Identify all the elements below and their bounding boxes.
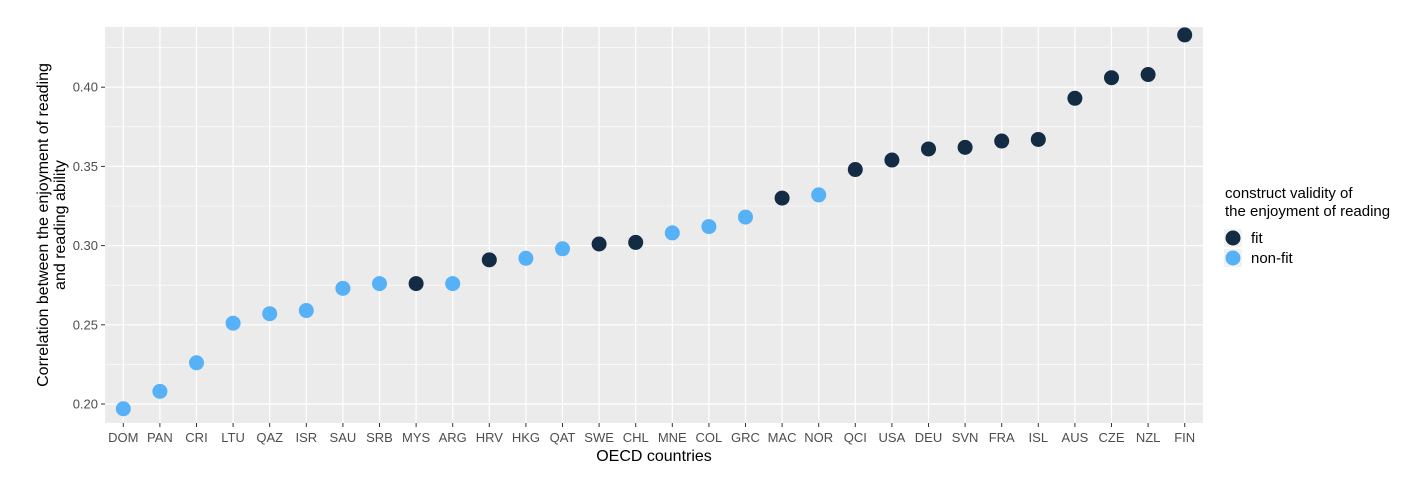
x-tick-label-mac: MAC: [768, 430, 797, 445]
x-tick-label-hrv: HRV: [476, 430, 504, 445]
x-tick-label-fin: FIN: [1174, 430, 1195, 445]
data-point-mac: [774, 190, 790, 206]
x-tick-label-deu: DEU: [915, 430, 942, 445]
x-tick-label-qat: QAT: [550, 430, 576, 445]
data-point-pan: [152, 383, 168, 399]
data-point-qci: [847, 162, 863, 178]
legend-title-line: the enjoyment of reading: [1225, 203, 1390, 220]
x-tick-label-col: COL: [696, 430, 723, 445]
y-axis-title-line: Correlation between the enjoyment of rea…: [35, 63, 52, 387]
data-point-hrv: [481, 252, 497, 268]
legend-label-non-fit: non-fit: [1251, 250, 1294, 267]
x-tick-label-nzl: NZL: [1136, 430, 1161, 445]
data-point-cri: [189, 355, 204, 371]
data-point-usa: [884, 152, 900, 168]
data-point-srb: [372, 276, 387, 292]
grid-lines: [105, 27, 1203, 423]
y-tick-label: 0.20: [73, 396, 98, 411]
data-points: [115, 27, 1193, 417]
data-point-qaz: [262, 306, 278, 322]
data-point-mne: [664, 225, 680, 241]
data-point-qat: [555, 241, 570, 257]
legend-label-fit: fit: [1251, 230, 1264, 247]
data-point-fra: [994, 133, 1010, 149]
data-point-mys: [408, 276, 424, 292]
x-tick-label-isr: ISR: [295, 430, 317, 445]
x-tick-label-hkg: HKG: [512, 430, 540, 445]
x-tick-label-isl: ISL: [1029, 430, 1049, 445]
data-point-sau: [335, 280, 351, 296]
y-tick-label: 0.40: [73, 80, 98, 95]
legend-key-non-fit: [1225, 250, 1241, 266]
data-point-svn: [957, 139, 973, 155]
y-axis-title: Correlation between the enjoyment of rea…: [35, 63, 69, 387]
y-axis: 0.20 0.25 0.30 0.35 0.40: [73, 80, 105, 411]
x-tick-label-usa: USA: [879, 430, 906, 445]
x-tick-label-svn: SVN: [952, 430, 979, 445]
x-tick-label-srb: SRB: [366, 430, 393, 445]
x-tick-label-qaz: QAZ: [256, 430, 283, 445]
x-tick-label-grc: GRC: [731, 430, 760, 445]
x-tick-label-nor: NOR: [804, 430, 833, 445]
data-point-swe: [591, 236, 607, 252]
data-point-col: [701, 219, 717, 235]
data-point-ltu: [225, 315, 241, 331]
data-point-nzl: [1140, 67, 1156, 83]
x-tick-label-cze: CZE: [1099, 430, 1125, 445]
x-axis: DOM PAN CRI LTU QAZ ISR SAU SRB MYS ARG HRV HKG QAT S…: [108, 423, 1195, 445]
data-point-isl: [1030, 131, 1046, 147]
data-point-chl: [628, 234, 644, 250]
data-point-nor: [811, 187, 827, 203]
x-tick-label-arg: ARG: [439, 430, 467, 445]
data-point-cze: [1104, 70, 1119, 86]
x-tick-label-aus: AUS: [1062, 430, 1089, 445]
x-tick-label-qci: QCI: [844, 430, 867, 445]
data-point-deu: [921, 141, 936, 157]
x-tick-label-mne: MNE: [658, 430, 687, 445]
x-tick-label-cri: CRI: [185, 430, 207, 445]
y-tick-label: 0.30: [73, 238, 98, 253]
y-tick-label: 0.25: [73, 317, 98, 332]
data-point-grc: [738, 209, 753, 225]
y-axis-title-line: and reading ability: [52, 160, 69, 290]
data-point-hkg: [518, 250, 534, 266]
data-point-fin: [1177, 27, 1193, 43]
x-tick-label-pan: PAN: [147, 430, 173, 445]
x-tick-label-ltu: LTU: [221, 430, 245, 445]
x-axis-title: OECD countries: [596, 448, 712, 465]
plot-panel: [105, 27, 1203, 423]
data-point-arg: [445, 276, 461, 292]
legend-key-fit: [1225, 230, 1241, 246]
x-tick-label-fra: FRA: [989, 430, 1015, 445]
legend-title-line: construct validity of: [1225, 185, 1353, 202]
x-tick-label-dom: DOM: [108, 430, 138, 445]
data-point-dom: [115, 401, 131, 417]
data-point-aus: [1067, 90, 1083, 106]
data-point-isr: [298, 303, 314, 319]
x-tick-label-chl: CHL: [623, 430, 649, 445]
y-tick-label: 0.35: [73, 159, 98, 174]
x-tick-label-mys: MYS: [402, 430, 431, 445]
x-tick-label-sau: SAU: [330, 430, 357, 445]
x-tick-label-swe: SWE: [584, 430, 614, 445]
